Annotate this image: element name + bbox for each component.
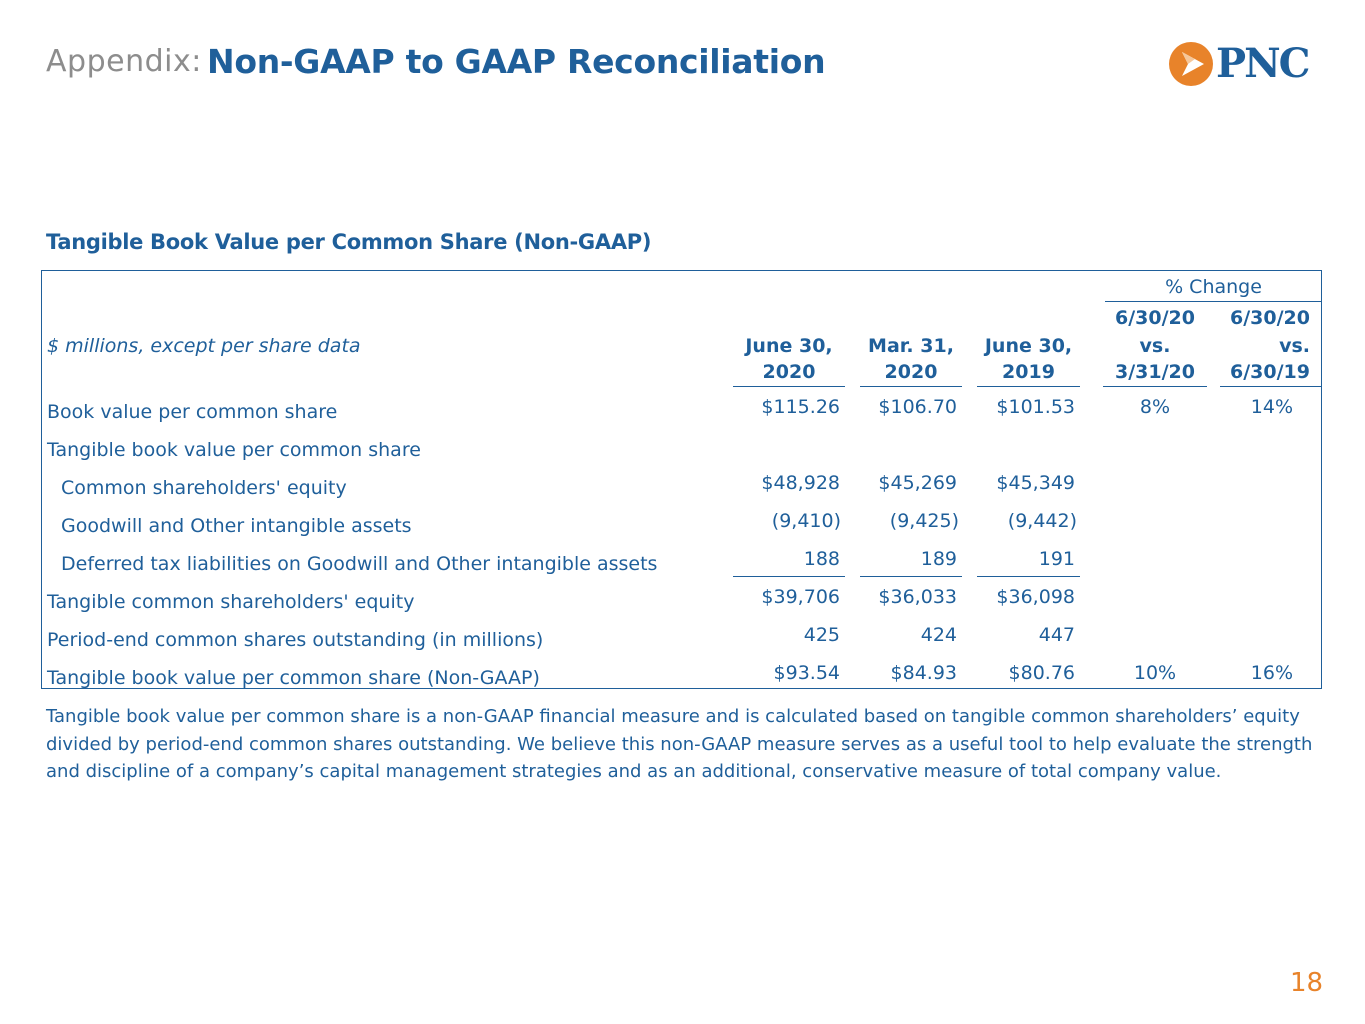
col-header-chg2-line3: 6/30/19 — [1230, 361, 1310, 383]
cell-mar20: $36,033 — [878, 586, 957, 608]
cell-jun19: $80.76 — [1008, 662, 1075, 684]
header-underline — [1220, 386, 1322, 387]
row-label: Period-end common shares outstanding (in… — [47, 629, 544, 651]
row-label: Book value per common share — [47, 401, 338, 423]
cell-chg1: 8% — [1139, 396, 1171, 418]
footnote: Tangible book value per common share is … — [46, 706, 1313, 782]
pnc-logo: PNC — [1168, 38, 1310, 90]
cell-chg2: 16% — [1250, 662, 1293, 684]
cell-jun20: $115.26 — [761, 396, 840, 418]
header-underline — [1103, 386, 1207, 387]
cell-jun19: $45,349 — [996, 472, 1075, 494]
cell-jun20: 425 — [803, 624, 840, 646]
cell-jun20: (9,410) — [771, 510, 841, 532]
subtotal-underline — [860, 576, 962, 577]
col-header-jun20-line1: June 30, — [745, 335, 833, 357]
row-label: Goodwill and Other intangible assets — [61, 515, 412, 537]
row-label: Common shareholders' equity — [61, 477, 347, 499]
cell-mar20: $106.70 — [878, 396, 957, 418]
cell-chg2: 14% — [1250, 396, 1293, 418]
col-header-jun20-line2: 2020 — [762, 361, 816, 383]
cell-mar20: $45,269 — [878, 472, 957, 494]
cell-jun20: $93.54 — [773, 662, 840, 684]
col-header-chg1-line3: 3/31/20 — [1115, 361, 1195, 383]
header-underline — [977, 386, 1080, 387]
section-title: Tangible Book Value per Common Share (No… — [46, 230, 652, 254]
row-label: Tangible book value per common share (No… — [47, 667, 540, 689]
pnc-triangle-icon — [1169, 42, 1213, 86]
cell-mar20: (9,425) — [889, 510, 959, 532]
col-header-mar20-line1: Mar. 31, — [868, 335, 954, 357]
page-number: 18 — [1290, 968, 1324, 998]
row-label: Tangible book value per common share — [47, 439, 421, 461]
cell-chg1: 10% — [1133, 662, 1177, 684]
cell-jun19: 447 — [1038, 624, 1075, 646]
row-label: Deferred tax liabilities on Goodwill and… — [61, 553, 658, 575]
header-underline — [860, 386, 962, 387]
cell-jun19: $101.53 — [996, 396, 1075, 418]
cell-jun20: 188 — [803, 548, 840, 570]
cell-jun20: $48,928 — [761, 472, 840, 494]
cell-jun19: 191 — [1038, 548, 1075, 570]
col-header-chg2-line2: vs. — [1279, 335, 1310, 357]
units-label: $ millions, except per share data — [47, 335, 361, 357]
reconciliation-table — [41, 270, 1322, 689]
header-underline — [733, 386, 845, 387]
row-label: Tangible common shareholders' equity — [47, 591, 415, 613]
col-header-chg1-line2: vs. — [1139, 335, 1171, 357]
col-header-chg1-line1: 6/30/20 — [1115, 307, 1195, 329]
cell-mar20: 424 — [920, 624, 957, 646]
pct-change-header: % Change — [1165, 276, 1262, 298]
pct-change-divider — [1105, 301, 1322, 302]
subtotal-underline — [977, 576, 1080, 577]
cell-jun19: $36,098 — [996, 586, 1075, 608]
col-header-jun19-line2: 2019 — [1002, 361, 1055, 383]
cell-jun19: (9,442) — [1007, 510, 1077, 532]
cell-mar20: 189 — [920, 548, 957, 570]
col-header-mar20-line2: 2020 — [884, 361, 938, 383]
cell-jun20: $39,706 — [761, 586, 840, 608]
cell-mar20: $84.93 — [890, 662, 957, 684]
col-header-chg2-line1: 6/30/20 — [1230, 307, 1310, 329]
col-header-jun19-line1: June 30, — [984, 335, 1073, 357]
subtotal-underline — [733, 576, 845, 577]
page-title: Non-GAAP to GAAP Reconciliation — [207, 42, 826, 81]
header-prefix: Appendix: — [46, 44, 202, 79]
logo-text: PNC — [1216, 40, 1310, 87]
